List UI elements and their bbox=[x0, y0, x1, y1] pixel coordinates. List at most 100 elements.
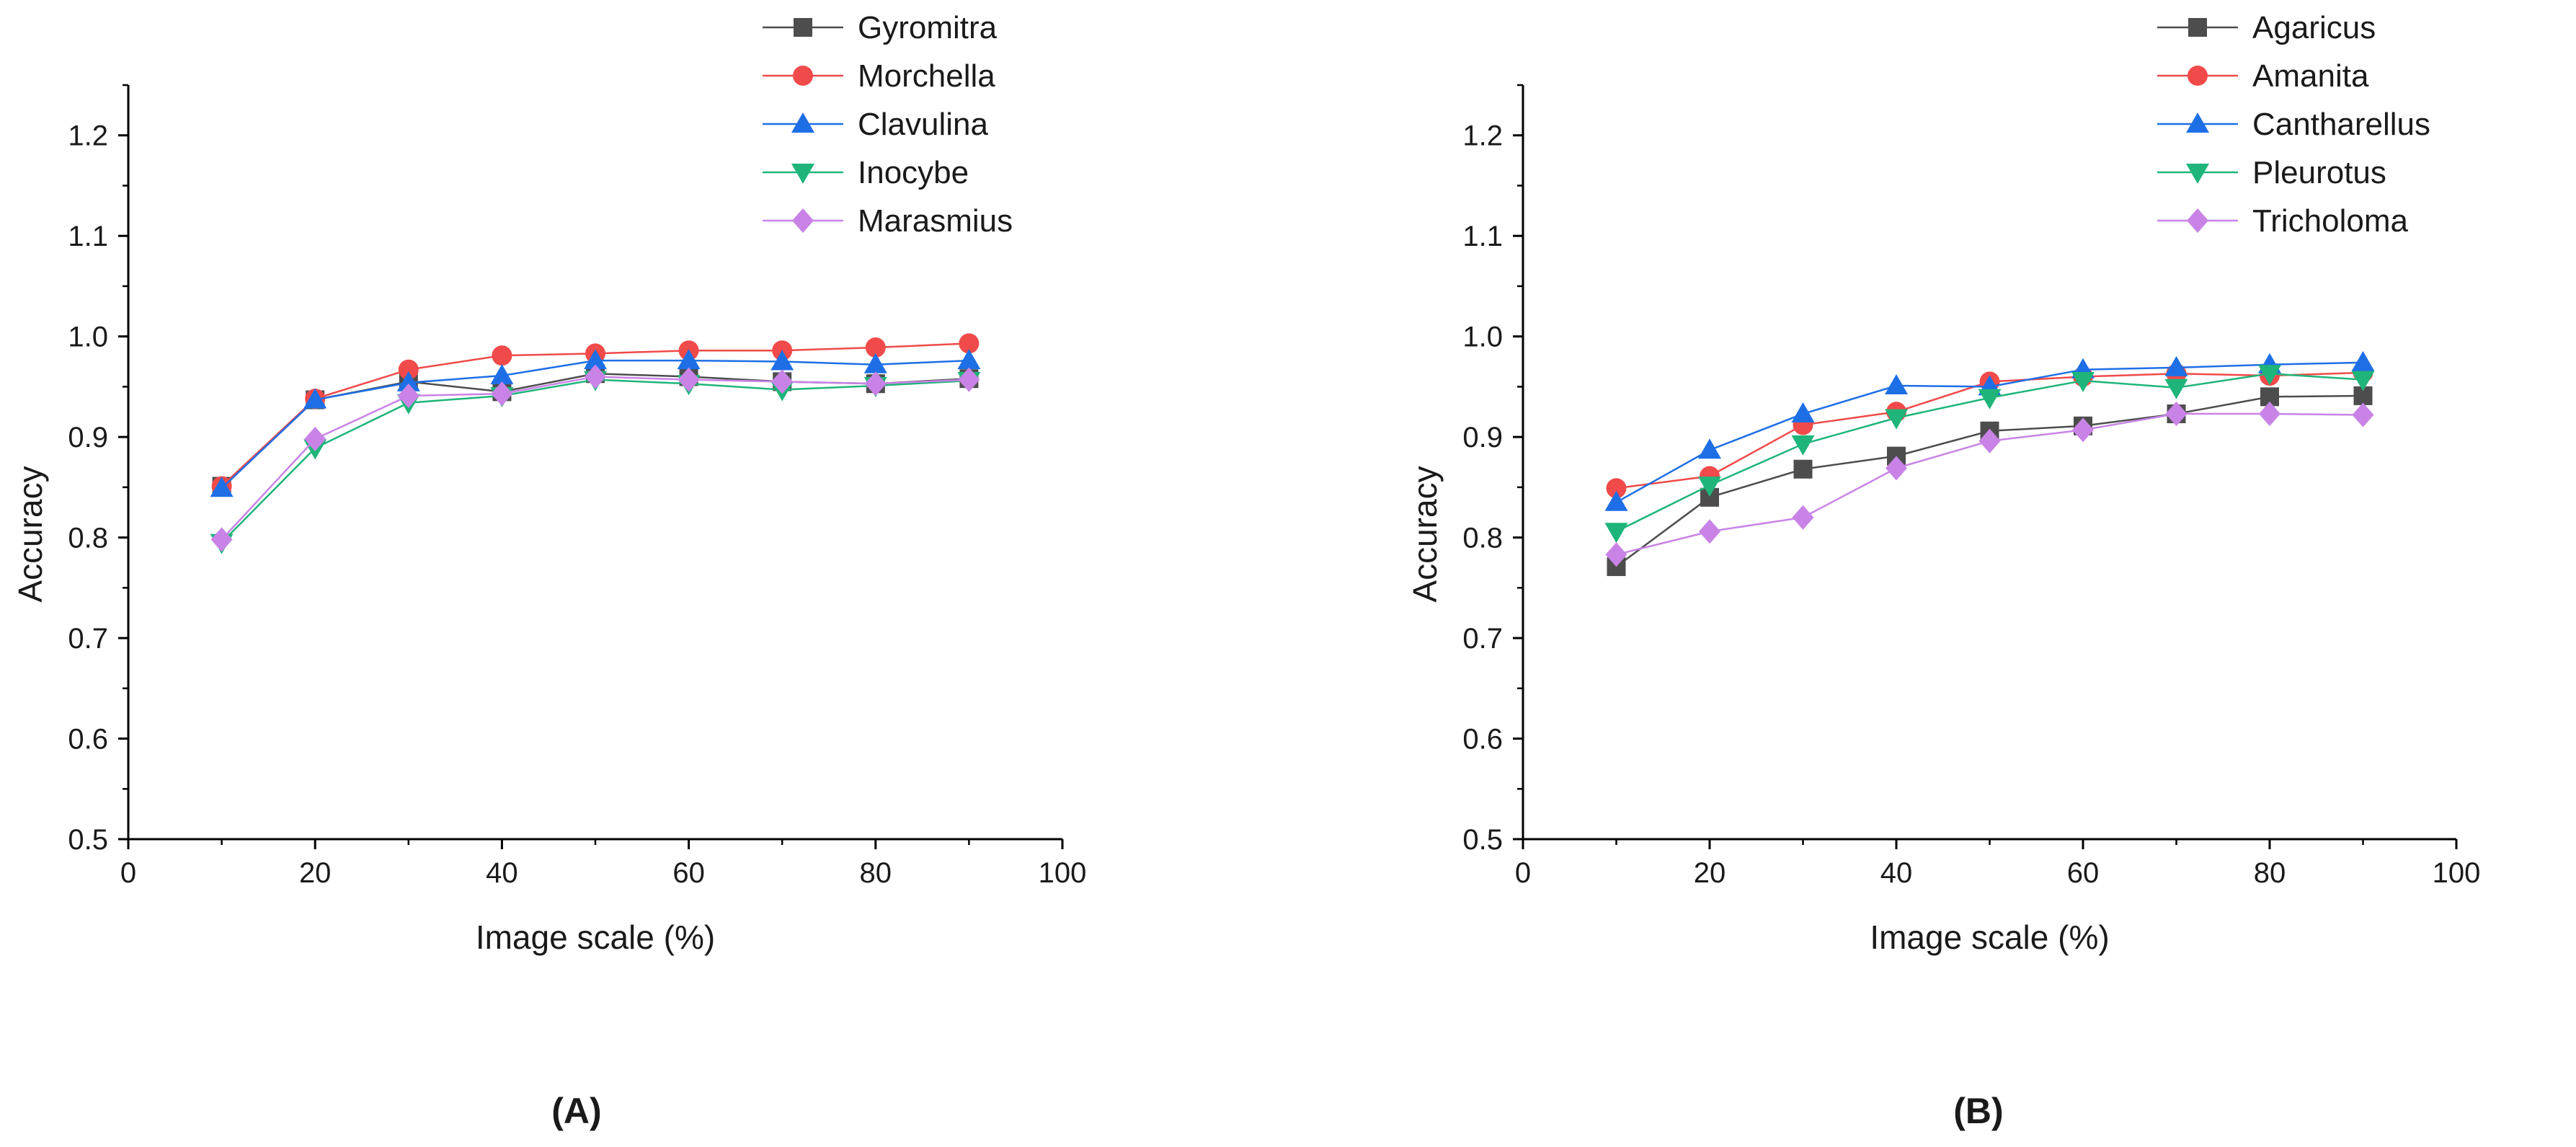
data-point bbox=[1978, 428, 2001, 453]
series-tricholoma bbox=[1605, 402, 2374, 567]
x-tick-label: 0 bbox=[1515, 857, 1531, 889]
data-point bbox=[492, 345, 512, 366]
data-point bbox=[1793, 459, 1813, 479]
data-point bbox=[1698, 438, 1721, 459]
data-point bbox=[396, 371, 420, 391]
legend-label: Tricholoma bbox=[2252, 203, 2409, 239]
series-marasmius bbox=[210, 364, 980, 552]
y-tick-label: 0.7 bbox=[1462, 623, 1503, 655]
y-tick-label: 0.8 bbox=[68, 523, 108, 554]
data-point bbox=[1604, 523, 1628, 544]
y-tick-label: 1.2 bbox=[1462, 120, 1503, 152]
legend-marker bbox=[792, 208, 814, 233]
data-point bbox=[304, 426, 327, 451]
legend: Gyromitra Morchella Clavulina Inocybe Marasm… bbox=[763, 10, 1013, 239]
legend-marker bbox=[794, 18, 812, 37]
data-point bbox=[677, 349, 701, 370]
legend-marker bbox=[791, 112, 814, 133]
y-tick-label: 1.0 bbox=[1462, 322, 1503, 353]
data-point bbox=[2072, 417, 2094, 443]
data-point bbox=[397, 383, 419, 408]
legend-marker bbox=[793, 66, 813, 86]
panel-label: (A) bbox=[551, 1091, 601, 1131]
y-tick-label: 1.1 bbox=[1462, 221, 1503, 252]
data-point bbox=[1885, 374, 1908, 395]
data-point bbox=[210, 527, 233, 552]
data-point bbox=[1791, 402, 1815, 423]
series-line bbox=[221, 376, 969, 541]
y-tick-label: 1.2 bbox=[68, 120, 108, 152]
y-tick-label: 0.8 bbox=[1462, 523, 1503, 554]
x-tick-label: 40 bbox=[486, 857, 518, 889]
data-point bbox=[1698, 477, 1721, 497]
y-axis-label: Accuracy bbox=[12, 466, 49, 602]
legend-label: Marasmius bbox=[858, 203, 1013, 239]
data-point bbox=[865, 337, 886, 358]
x-tick-label: 20 bbox=[299, 857, 332, 889]
x-tick-label: 80 bbox=[2254, 857, 2286, 889]
y-axis-label: Accuracy bbox=[1406, 466, 1444, 602]
legend-label: Pleurotus bbox=[2252, 155, 2386, 190]
data-point bbox=[864, 371, 887, 397]
panel-a: 0 20 40 60 80 100 0.5 0.6 0.7 0.8 0.9 1.0 1.1 1.2 Imag… bbox=[12, 10, 1086, 1131]
data-point bbox=[2258, 365, 2281, 386]
data-point bbox=[771, 369, 794, 394]
legend-label: Amanita bbox=[2252, 58, 2369, 94]
panel-b: 0 20 40 60 80 100 0.5 0.6 0.7 0.8 0.9 1.0 1.1 1.2 Imag… bbox=[1406, 10, 2480, 1131]
data-point bbox=[1886, 456, 1907, 481]
series-line bbox=[1615, 394, 2363, 568]
data-point bbox=[1792, 505, 1814, 530]
data-point bbox=[584, 349, 607, 370]
legend-label: Clavulina bbox=[858, 107, 989, 142]
x-tick-label: 100 bbox=[1039, 857, 1087, 889]
data-point bbox=[2351, 371, 2375, 391]
x-tick-label: 60 bbox=[2067, 857, 2100, 889]
series-pleurotus bbox=[1604, 365, 2375, 544]
data-point bbox=[1699, 519, 1720, 544]
legend-marker bbox=[791, 164, 814, 184]
data-point bbox=[2259, 402, 2280, 427]
legend-marker bbox=[2188, 18, 2207, 37]
data-point bbox=[678, 367, 700, 392]
y-tick-label: 0.6 bbox=[1462, 724, 1503, 756]
data-point bbox=[958, 367, 980, 392]
legend-label: Cantharellus bbox=[2252, 107, 2430, 142]
legend-label: Inocybe bbox=[858, 155, 969, 190]
panel-label: (B) bbox=[1953, 1091, 2003, 1131]
data-point bbox=[1605, 542, 1627, 567]
series-clavulina bbox=[210, 349, 981, 497]
y-tick-label: 1.1 bbox=[68, 221, 108, 252]
series-agaricus bbox=[1607, 386, 2373, 577]
data-point bbox=[1791, 435, 1815, 456]
y-tick-label: 0.6 bbox=[68, 724, 108, 756]
y-tick-label: 0.7 bbox=[68, 623, 108, 655]
data-point bbox=[957, 349, 981, 370]
legend-label: Morchella bbox=[858, 58, 995, 94]
x-tick-label: 80 bbox=[860, 857, 892, 889]
x-tick-label: 40 bbox=[1880, 857, 1913, 889]
x-tick-label: 0 bbox=[120, 857, 136, 889]
x-tick-label: 20 bbox=[1694, 857, 1726, 889]
data-point bbox=[2352, 402, 2374, 428]
data-point bbox=[210, 477, 234, 497]
data-point bbox=[585, 364, 606, 389]
x-axis-label: Image scale (%) bbox=[476, 918, 715, 956]
data-point bbox=[303, 388, 327, 409]
series-line bbox=[221, 378, 969, 544]
data-point bbox=[770, 350, 794, 371]
data-point bbox=[2164, 355, 2188, 376]
data-point bbox=[2351, 350, 2375, 371]
legend: Agaricus Amanita Cantharellus Pleurotus Tric… bbox=[2157, 10, 2430, 239]
data-point bbox=[1606, 478, 1627, 499]
legend-marker bbox=[2187, 208, 2208, 233]
legend-label: Gyromitra bbox=[858, 10, 998, 45]
y-tick-label: 0.5 bbox=[1462, 824, 1503, 856]
data-point bbox=[959, 333, 980, 354]
data-point bbox=[2165, 402, 2188, 427]
data-point bbox=[490, 364, 514, 385]
x-axis-label: Image scale (%) bbox=[1870, 918, 2109, 956]
y-tick-label: 1.0 bbox=[68, 322, 108, 353]
data-point bbox=[398, 359, 419, 380]
x-tick-label: 100 bbox=[2433, 857, 2481, 889]
